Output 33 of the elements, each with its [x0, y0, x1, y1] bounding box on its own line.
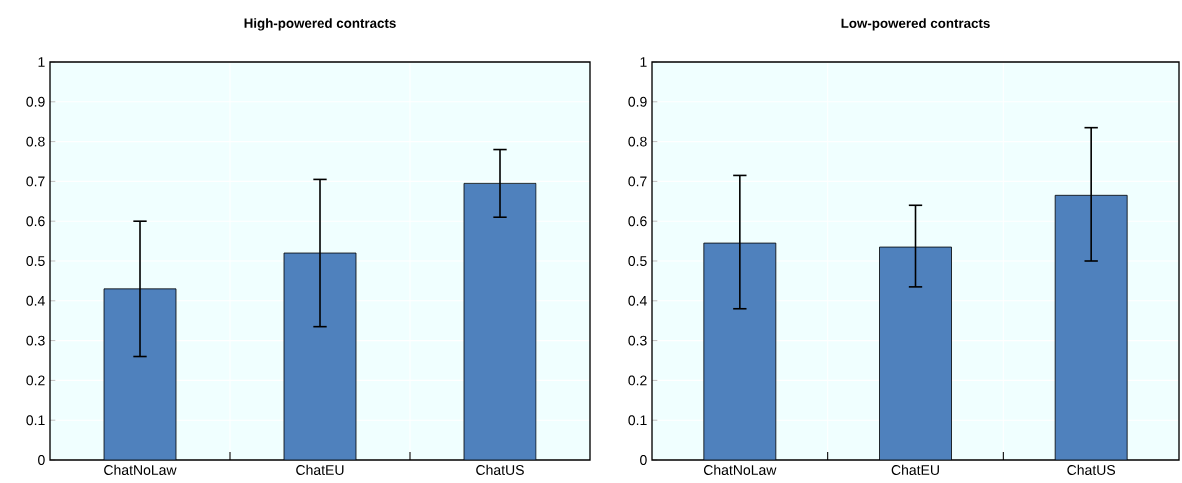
y-tick-label: 0.6 [26, 216, 45, 227]
y-tick-label: 0.2 [26, 375, 45, 386]
x-tick-label: ChatUS [1067, 464, 1116, 475]
y-tick-label: 0 [640, 455, 647, 465]
bar [463, 182, 537, 460]
y-tick-label: 0.4 [628, 295, 647, 306]
y-tick-label: 0.8 [26, 136, 45, 147]
y-tick-label: 0.3 [26, 335, 45, 346]
y-tick-label: 1 [640, 57, 647, 67]
y-tick-label: 0.4 [26, 295, 45, 306]
y-tick-label: 0 [38, 455, 45, 465]
y-tick-label: 0.2 [628, 375, 647, 386]
y-tick-label: 0.6 [628, 216, 647, 227]
x-tick-label: ChatUS [476, 464, 524, 475]
y-tick-label: 0.9 [26, 96, 45, 107]
x-tick-label: ChatEU [891, 464, 939, 475]
y-tick-label: 0.1 [628, 415, 647, 426]
y-tick-label: 0.5 [26, 256, 45, 266]
y-tick-label: 0.3 [628, 335, 647, 346]
x-tick-label: ChatNoLaw [703, 464, 777, 475]
y-tick-label: 0.7 [628, 176, 647, 187]
x-tick-label: ChatEU [296, 464, 344, 475]
bar [103, 288, 177, 460]
y-tick-label: 1 [38, 57, 45, 67]
y-tick-label: 0.9 [628, 96, 647, 107]
y-tick-label: 0.5 [628, 256, 647, 266]
chart-title: Low-powered contracts [841, 18, 990, 31]
chart-title: High-powered contracts [244, 18, 396, 31]
y-tick-label: 0.8 [628, 136, 647, 147]
bar [283, 252, 357, 460]
x-tick-label: ChatNoLaw [104, 464, 177, 475]
y-tick-label: 0.1 [26, 415, 45, 426]
y-tick-label: 0.7 [26, 176, 45, 187]
